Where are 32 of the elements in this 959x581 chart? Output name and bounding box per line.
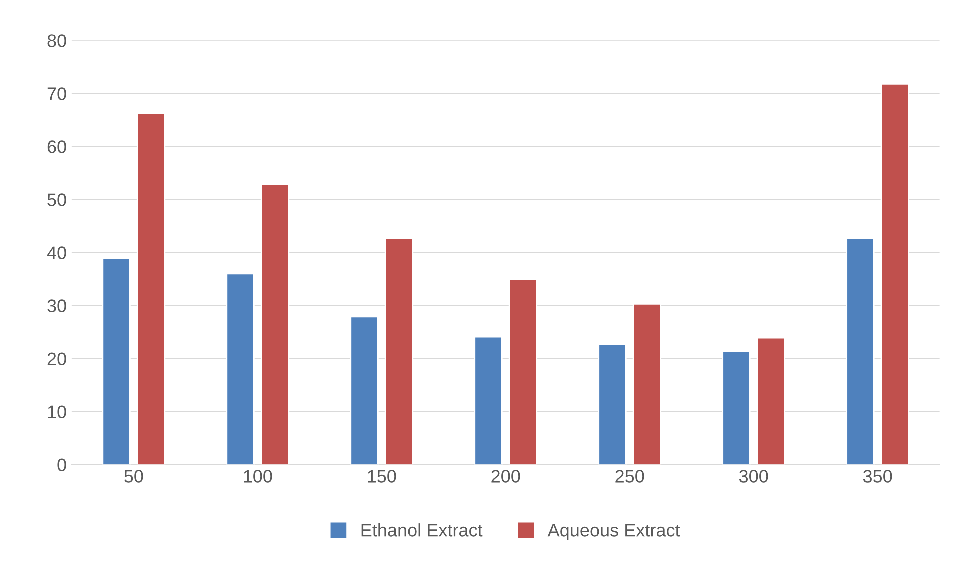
- bar: [632, 303, 662, 465]
- x-tick-label: 350: [863, 470, 892, 483]
- y-tick-label: 0: [58, 458, 66, 472]
- legend-label: Aqueous Extract: [548, 524, 680, 540]
- y-tick-label: 20: [48, 352, 66, 366]
- bar: [722, 350, 751, 465]
- bar: [102, 258, 131, 465]
- bar: [474, 336, 503, 465]
- y-tick-label: 10: [48, 406, 66, 419]
- bar: [756, 337, 786, 465]
- bar: [350, 316, 379, 465]
- y-tick-label: 60: [48, 140, 66, 154]
- bar: [226, 273, 255, 465]
- y-tick-label: 80: [48, 34, 66, 48]
- bar: [846, 238, 875, 465]
- x-tick-label: 50: [124, 470, 144, 483]
- y-tick-label: 30: [48, 300, 66, 312]
- x-tick-label: 100: [244, 470, 272, 483]
- x-tick-label: 300: [739, 470, 768, 483]
- bar: [260, 184, 290, 465]
- x-tick-label: 150: [368, 470, 396, 483]
- y-tick-label: 70: [48, 88, 66, 100]
- y-tick-label: 50: [48, 194, 66, 206]
- bar: [508, 279, 538, 465]
- x-tick-label: 200: [492, 470, 520, 483]
- bar: [384, 238, 414, 465]
- bar: [880, 83, 910, 465]
- bar: [136, 113, 166, 465]
- y-tick-label: 40: [47, 246, 66, 260]
- legend-label: Ethanol Extract: [362, 524, 483, 537]
- x-tick-label: 250: [616, 470, 644, 483]
- bar: [598, 344, 627, 465]
